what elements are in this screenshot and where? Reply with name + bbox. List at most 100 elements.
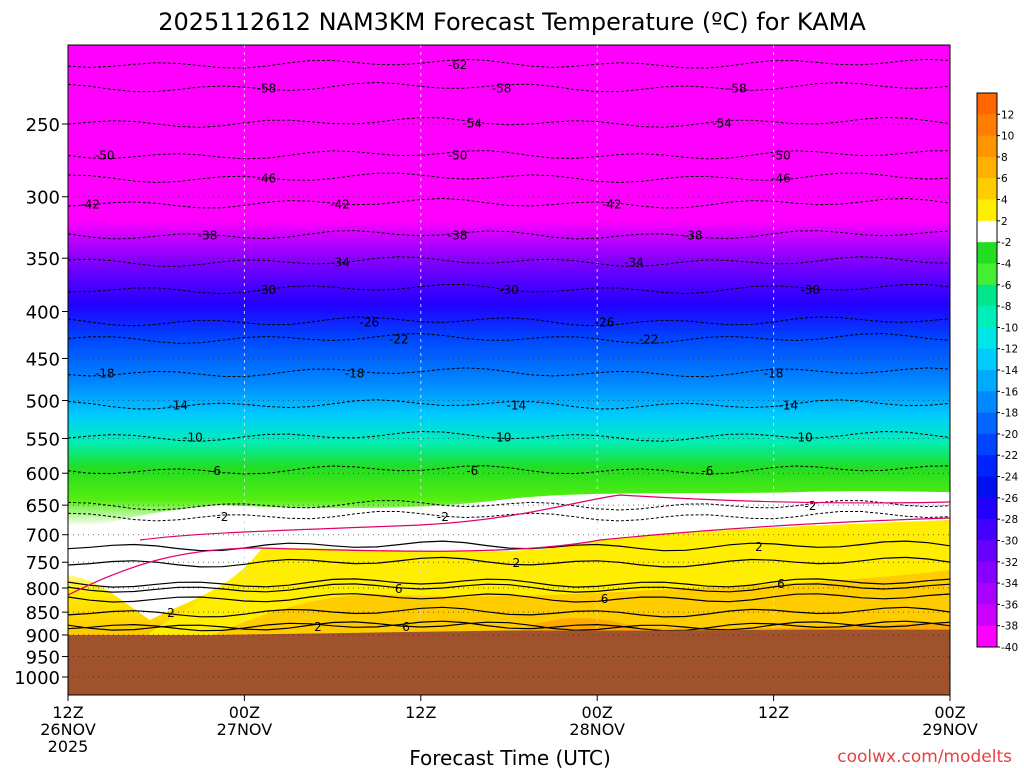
contour-label: -30 [257, 283, 277, 297]
x-tick-label: 2025 [48, 737, 89, 756]
colorbar-label: -14 [1001, 365, 1018, 377]
colorbar-label: 12 [1001, 109, 1014, 121]
contour-line [68, 500, 950, 511]
colorbar-label: 8 [1001, 152, 1008, 164]
contour-label: -54 [712, 116, 732, 130]
colorbar-label: -36 [1001, 599, 1018, 611]
y-tick-label: 550 [26, 430, 60, 451]
contour-label: -58 [727, 81, 747, 95]
contour-label: -18 [345, 366, 365, 380]
contour-label: -26 [595, 315, 615, 329]
contour-label: -30 [499, 283, 519, 297]
ground-layer [68, 629, 950, 695]
colorbar-swatch [977, 433, 997, 456]
contour-label: -22 [639, 332, 659, 346]
colorbar-label: -26 [1001, 493, 1018, 505]
colorbar-swatch [977, 625, 997, 648]
colorbar-label: -4 [1001, 258, 1012, 270]
colorbar-swatch [977, 540, 997, 563]
contour-label: -50 [448, 149, 468, 163]
colorbar-swatch [977, 348, 997, 371]
contour-line [68, 81, 950, 93]
contour-label: -2 [804, 499, 816, 513]
contour-label: -18 [95, 366, 115, 380]
colorbar-swatch [977, 370, 997, 392]
contour-label: -58 [257, 81, 277, 95]
contour-label: -38 [683, 229, 703, 243]
contour-label: -46 [257, 172, 277, 186]
contour-label: -14 [778, 398, 798, 412]
contour-lines: -62-58 -58 -58-54 -54-50 -50 -50-46 -46-42 -42-… [68, 58, 950, 634]
contour-line [68, 58, 950, 69]
contour-label: -14 [168, 398, 188, 412]
y-tick-label: 300 [26, 188, 60, 209]
colorbar-label: -24 [1001, 472, 1018, 484]
contour-line [68, 465, 950, 475]
plot-area: -62-58 -58 -58-54 -54-50 -50 -50-46 -46-42 -42-… [68, 45, 950, 695]
x-tick-label: 00Z [934, 703, 965, 722]
contour-line [68, 150, 950, 160]
contour-line [68, 556, 950, 568]
y-tick-label: 400 [26, 302, 60, 323]
contour-label: -62 [448, 58, 468, 72]
contour-label: -50 [771, 149, 791, 163]
contour-label: -30 [801, 283, 821, 297]
colorbar-swatch [977, 242, 997, 264]
colorbar-label: -12 [1001, 344, 1018, 356]
colorbar-label: 6 [1001, 173, 1008, 185]
colorbar-label: 4 [1001, 195, 1008, 207]
y-tick-label: 250 [26, 115, 60, 136]
y-tick-label: 900 [26, 626, 60, 647]
contour-label: -2 [216, 510, 228, 524]
freezing-line [139, 494, 950, 541]
y-tick-label: 1000 [14, 668, 60, 689]
colorbar-swatch [977, 412, 997, 435]
x-tick-label: 28NOV [569, 720, 625, 739]
x-axis-label: Forecast Time (UTC) [409, 746, 611, 768]
y-tick-label: 850 [26, 603, 60, 624]
contour-label: -6 [701, 464, 713, 478]
x-tick-label: 27NOV [217, 720, 273, 739]
colorbar-label: -2 [1001, 237, 1011, 249]
contour-label: 6 [402, 620, 410, 634]
contour-line [68, 593, 950, 603]
contour-line [68, 230, 950, 240]
contour-label: -42 [602, 197, 622, 211]
contour-line [68, 399, 950, 410]
colorbar-swatch [977, 220, 997, 243]
colorbar-label: -32 [1001, 557, 1018, 569]
contour-line [68, 606, 950, 618]
y-tick-label: 350 [26, 249, 60, 270]
warmer-layer [200, 570, 950, 640]
contour-line [68, 316, 950, 327]
colorbar-swatch [977, 306, 997, 328]
colorbar-label: -28 [1001, 514, 1018, 526]
colorbar-label: -20 [1001, 429, 1018, 441]
chart-title: 2025112612 NAM3KM Forecast Temperature (… [158, 8, 866, 36]
colorbar-label: -16 [1001, 386, 1018, 398]
colorbar-label: -18 [1001, 408, 1018, 420]
colorbar-swatch [977, 135, 997, 158]
y-tick-label: 950 [26, 648, 60, 669]
contour-label: -42 [80, 197, 100, 211]
colorbar-label: -40 [1001, 642, 1018, 654]
colorbar-label: -38 [1001, 621, 1018, 633]
colorbar-swatch [977, 199, 997, 222]
contour-line [68, 256, 950, 267]
contour-line [68, 583, 950, 593]
freezing-line [68, 517, 950, 596]
contour-label: -50 [95, 149, 115, 163]
contour-label: -34 [330, 256, 350, 270]
x-tick-label: 12Z [405, 703, 436, 722]
plot-frame [67, 44, 951, 696]
contour-label: 2 [167, 606, 175, 620]
y-tick-label: 800 [26, 579, 60, 600]
colorbar-label: -10 [1001, 322, 1018, 334]
contour-label: -10 [183, 430, 203, 444]
contour-label: -42 [330, 197, 350, 211]
contour-label: 6 [395, 582, 403, 596]
y-tick-label: 750 [26, 553, 60, 574]
contour-label: 2 [513, 556, 521, 570]
contour-line [68, 116, 950, 128]
